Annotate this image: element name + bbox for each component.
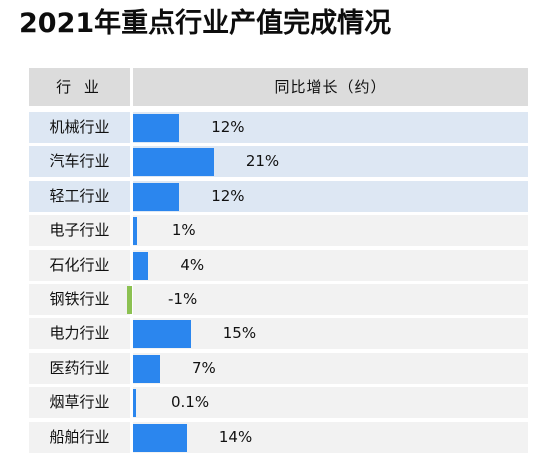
category-label: 汽车行业	[29, 146, 130, 178]
bar-cell: 12%	[133, 112, 528, 143]
bar-cell: 12%	[133, 180, 528, 212]
bar	[133, 182, 180, 211]
bar-cell: 15%	[133, 318, 528, 350]
category-label: 轻工行业	[29, 180, 130, 212]
bar-cell: -1%	[127, 284, 528, 315]
table-row: 石化行业 4%	[29, 249, 528, 281]
chart-title: 2021年重点行业产值完成情况	[19, 8, 392, 39]
category-label: 钢铁行业	[29, 284, 130, 315]
category-label: 石化行业	[29, 249, 130, 281]
table-header: 行 业 同比增长（约）	[29, 68, 528, 106]
table-row: 医药行业 7%	[29, 352, 528, 384]
table-row: 烟草行业 0.1%	[29, 387, 528, 419]
value-label: 12%	[211, 186, 245, 205]
value-label: 21%	[245, 152, 280, 171]
table-row: 电子行业 1%	[29, 215, 528, 247]
table-row: 机械行业 12%	[29, 112, 528, 143]
bar-cell: 7%	[133, 352, 528, 384]
value-label: 0.1%	[171, 393, 210, 412]
header-growth: 同比增长（约）	[133, 68, 528, 106]
bar	[133, 423, 187, 452]
value-label: 1%	[171, 221, 196, 240]
table-row: 轻工行业 12%	[29, 180, 528, 212]
value-label: 15%	[222, 324, 257, 343]
value-label: 4%	[180, 255, 205, 274]
category-label: 电子行业	[29, 215, 130, 247]
table-row: 电力行业 15%	[29, 318, 528, 350]
table-row: 汽车行业 21%	[29, 146, 528, 178]
bar	[133, 251, 149, 280]
bar-cell: 21%	[133, 146, 528, 178]
bar	[133, 354, 160, 383]
value-label: 7%	[191, 358, 216, 377]
value-label: 14%	[218, 427, 253, 446]
bar	[133, 389, 136, 418]
category-label: 船舶行业	[29, 421, 130, 453]
category-label: 电力行业	[29, 318, 130, 350]
bar	[127, 286, 132, 314]
category-label: 机械行业	[29, 112, 130, 143]
category-label: 医药行业	[29, 352, 130, 384]
value-label: -1%	[168, 290, 198, 308]
value-label: 12%	[211, 118, 245, 136]
bar	[133, 148, 214, 177]
table-row: 船舶行业 14%	[29, 421, 528, 453]
bar	[133, 320, 191, 349]
bar-cell: 4%	[133, 249, 528, 281]
bar-cell: 0.1%	[133, 387, 528, 419]
header-industry: 行 业	[29, 68, 130, 106]
bar	[133, 114, 180, 142]
table-row: 钢铁行业 -1%	[29, 284, 528, 315]
bar-cell: 1%	[133, 215, 528, 247]
bar-cell: 14%	[133, 421, 528, 453]
data-table: 行 业 同比增长（约） 机械行业 12% 汽车行业 21% 轻工行业 12% 电子行业 1% 石…	[29, 68, 528, 459]
bar	[133, 217, 137, 246]
category-label: 烟草行业	[29, 387, 130, 419]
